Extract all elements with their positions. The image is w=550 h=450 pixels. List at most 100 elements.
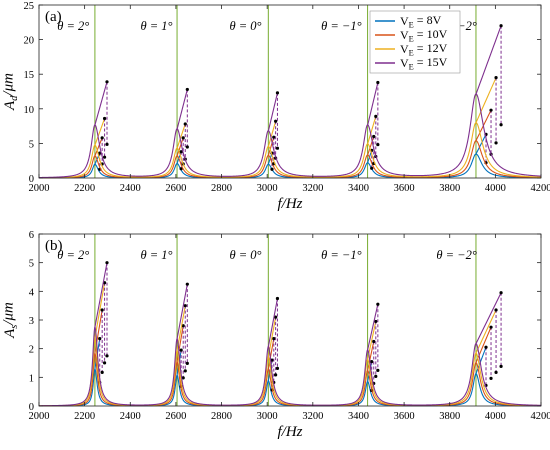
x-tick-label: 4000 xyxy=(485,183,506,194)
jump-point-bottom xyxy=(374,375,377,378)
jump-point-top xyxy=(186,88,189,91)
y-tick-label: 5 xyxy=(29,139,34,150)
x-tick-label: 3600 xyxy=(394,183,415,194)
jump-point-bottom xyxy=(186,145,189,148)
x-tick-label: 2400 xyxy=(120,411,141,422)
y-tick-label: 25 xyxy=(24,1,35,12)
x-tick-label: 3800 xyxy=(439,411,460,422)
jump-point-bottom xyxy=(276,147,279,150)
y-tick-label: 0 xyxy=(29,402,34,413)
jump-point-top xyxy=(103,117,106,120)
jump-point-bottom xyxy=(499,123,502,126)
x-tick-label: 2800 xyxy=(211,183,232,194)
jump-point-top xyxy=(184,304,187,307)
x-axis-label: f/Hz xyxy=(277,424,302,440)
jump-point-top xyxy=(98,337,101,340)
jump-point-bottom xyxy=(103,156,106,159)
jump-point-top xyxy=(499,291,502,294)
theta-annotation: θ = 0° xyxy=(229,19,261,33)
y-tick-label: 4 xyxy=(29,287,35,298)
x-tick-label: 4200 xyxy=(531,183,550,194)
x-tick-label: 2200 xyxy=(74,183,95,194)
series-line-1 xyxy=(39,154,541,178)
x-tick-label: 2800 xyxy=(211,411,232,422)
y-tick-label: 1 xyxy=(29,373,34,384)
jump-point-top xyxy=(274,120,277,123)
x-axis-label: f/Hz xyxy=(277,196,302,212)
upper-branch xyxy=(95,118,105,145)
jump-point-top xyxy=(101,136,104,139)
x-tick-label: 3400 xyxy=(348,183,369,194)
jump-point-top xyxy=(105,261,108,264)
series-line-3 xyxy=(39,338,541,405)
jump-point-top xyxy=(182,136,185,139)
y-tick-label: 3 xyxy=(29,316,34,327)
x-tick-label: 3000 xyxy=(257,183,278,194)
jump-point-bottom xyxy=(376,143,379,146)
jump-point-top xyxy=(186,283,189,286)
jump-point-bottom xyxy=(276,367,279,370)
jump-point-bottom xyxy=(270,168,273,171)
jump-point-top xyxy=(489,326,492,329)
jump-point-bottom xyxy=(105,143,108,146)
theta-annotation: θ = −1° xyxy=(321,19,362,33)
y-tick-label: 15 xyxy=(24,70,35,81)
y-tick-label: 0 xyxy=(29,174,34,185)
theta-annotation: θ = 2° xyxy=(57,248,89,262)
jump-point-bottom xyxy=(103,361,106,364)
jump-point-top xyxy=(376,303,379,306)
jump-point-bottom xyxy=(101,371,104,374)
jump-point-top xyxy=(376,81,379,84)
upper-branch xyxy=(268,93,277,131)
jump-point-bottom xyxy=(376,369,379,372)
y-axis-label: Ad/μm xyxy=(1,73,21,111)
y-tick-label: 10 xyxy=(24,105,35,116)
theta-annotation: θ = 1° xyxy=(140,248,172,262)
y-tick-label: 6 xyxy=(29,230,34,241)
jump-point-bottom xyxy=(186,362,189,365)
jump-point-top xyxy=(372,340,375,343)
jump-point-top xyxy=(372,135,375,138)
theta-annotation: θ = 0° xyxy=(229,248,261,262)
x-tick-label: 3200 xyxy=(302,183,323,194)
jump-point-bottom xyxy=(274,373,277,376)
jump-point-top xyxy=(499,24,502,27)
jump-point-top xyxy=(484,346,487,349)
x-tick-label: 3400 xyxy=(348,411,369,422)
upper-branch xyxy=(476,26,501,95)
jump-point-top xyxy=(184,122,187,125)
x-tick-label: 4200 xyxy=(531,411,550,422)
jump-point-bottom xyxy=(494,371,497,374)
jump-point-bottom xyxy=(489,377,492,380)
y-tick-label: 5 xyxy=(29,259,34,270)
jump-point-top xyxy=(105,80,108,83)
upper-branch xyxy=(368,304,378,350)
jump-point-bottom xyxy=(370,167,373,170)
jump-point-top xyxy=(494,308,497,311)
jump-point-top xyxy=(272,337,275,340)
x-tick-label: 2400 xyxy=(120,183,141,194)
upper-branch xyxy=(476,293,501,344)
x-tick-label: 2600 xyxy=(165,183,186,194)
jump-point-bottom xyxy=(105,354,108,357)
theta-annotation: θ = 1° xyxy=(140,19,172,33)
series-line-4 xyxy=(39,327,541,405)
jump-point-bottom xyxy=(499,365,502,368)
jump-point-bottom xyxy=(494,141,497,144)
jump-point-top xyxy=(494,76,497,79)
x-tick-label: 2600 xyxy=(165,411,186,422)
y-tick-label: 2 xyxy=(29,345,34,356)
theta-annotation: θ = 2° xyxy=(57,19,89,33)
x-tick-label: 3800 xyxy=(439,183,460,194)
upper-branch xyxy=(368,83,378,126)
y-tick-label: 20 xyxy=(24,36,35,47)
jump-point-top xyxy=(276,91,279,94)
y-axis-label: As/μm xyxy=(1,302,21,339)
jump-point-top xyxy=(489,109,492,112)
x-tick-label: 4000 xyxy=(485,411,506,422)
